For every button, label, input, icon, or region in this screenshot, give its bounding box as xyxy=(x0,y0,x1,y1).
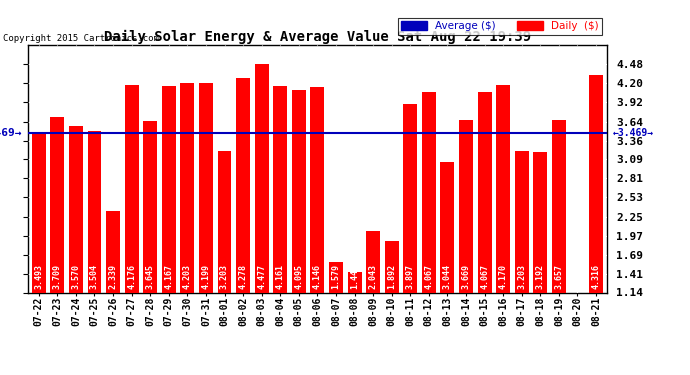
Text: 4.067: 4.067 xyxy=(480,264,489,289)
Text: 3.669: 3.669 xyxy=(462,264,471,289)
Text: 3.192: 3.192 xyxy=(536,264,545,289)
Bar xyxy=(422,92,436,292)
Text: 3.469→: 3.469→ xyxy=(0,128,22,138)
Bar xyxy=(144,121,157,292)
Bar xyxy=(477,92,491,292)
Text: 4.203: 4.203 xyxy=(183,264,192,289)
Text: Copyright 2015 Cartronics.com: Copyright 2015 Cartronics.com xyxy=(3,34,159,43)
Text: 4.161: 4.161 xyxy=(276,264,285,289)
Bar xyxy=(69,126,83,292)
Text: 4.095: 4.095 xyxy=(295,264,304,289)
Bar xyxy=(180,83,195,292)
Text: 4.067: 4.067 xyxy=(424,264,433,289)
Text: 4.146: 4.146 xyxy=(313,264,322,289)
Text: 3.203: 3.203 xyxy=(220,264,229,289)
Bar xyxy=(366,231,380,292)
Bar xyxy=(255,64,268,292)
Bar xyxy=(32,132,46,292)
Bar xyxy=(533,152,547,292)
Text: 4.167: 4.167 xyxy=(164,264,173,289)
Bar xyxy=(552,120,566,292)
Bar xyxy=(125,85,139,292)
Bar xyxy=(515,152,529,292)
Text: 2.043: 2.043 xyxy=(368,264,377,289)
Text: 4.316: 4.316 xyxy=(591,264,600,289)
Bar xyxy=(199,83,213,292)
Text: 1.892: 1.892 xyxy=(387,264,396,289)
Bar xyxy=(273,86,287,292)
Bar xyxy=(310,87,324,292)
Bar xyxy=(404,104,417,292)
Text: 3.044: 3.044 xyxy=(443,264,452,289)
Bar xyxy=(385,241,399,292)
Text: 4.199: 4.199 xyxy=(201,264,210,289)
Bar xyxy=(88,131,101,292)
Text: 4.176: 4.176 xyxy=(127,264,136,289)
Text: 3.570: 3.570 xyxy=(71,264,81,289)
Title: Daily Solar Energy & Average Value Sat Aug 22 19:39: Daily Solar Energy & Average Value Sat A… xyxy=(104,30,531,44)
Text: 3.203: 3.203 xyxy=(518,264,526,289)
Text: 2.339: 2.339 xyxy=(108,264,117,289)
Text: 4.278: 4.278 xyxy=(239,264,248,289)
Text: 3.709: 3.709 xyxy=(53,264,62,289)
Bar xyxy=(571,292,584,301)
Text: 4.170: 4.170 xyxy=(499,264,508,289)
Text: 1.579: 1.579 xyxy=(331,264,340,289)
Bar xyxy=(496,86,510,292)
Bar xyxy=(217,152,231,292)
Text: 1.013: 1.013 xyxy=(573,264,582,289)
Text: 3.504: 3.504 xyxy=(90,264,99,289)
Bar xyxy=(329,262,343,292)
Text: 3.897: 3.897 xyxy=(406,264,415,289)
Bar xyxy=(348,272,362,292)
Bar xyxy=(459,120,473,292)
Text: 4.477: 4.477 xyxy=(257,264,266,289)
Text: 3.657: 3.657 xyxy=(554,264,564,289)
Bar xyxy=(589,75,603,292)
Bar xyxy=(292,90,306,292)
Bar xyxy=(106,210,120,292)
Legend: Average ($), Daily  ($): Average ($), Daily ($) xyxy=(398,18,602,34)
Bar xyxy=(162,86,176,292)
Bar xyxy=(440,162,455,292)
Bar xyxy=(236,78,250,292)
Text: ←3.469→: ←3.469→ xyxy=(613,128,654,138)
Text: 3.493: 3.493 xyxy=(34,264,43,289)
Text: 1.440: 1.440 xyxy=(350,264,359,289)
Text: 3.645: 3.645 xyxy=(146,264,155,289)
Bar xyxy=(50,117,64,292)
